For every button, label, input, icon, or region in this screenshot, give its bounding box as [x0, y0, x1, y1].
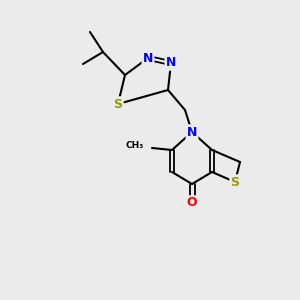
Text: S: S: [230, 176, 239, 188]
Text: CH₃: CH₃: [126, 142, 144, 151]
Text: S: S: [113, 98, 122, 110]
Text: O: O: [187, 196, 197, 209]
Text: N: N: [187, 125, 197, 139]
Text: N: N: [143, 52, 153, 64]
Text: N: N: [166, 56, 176, 70]
